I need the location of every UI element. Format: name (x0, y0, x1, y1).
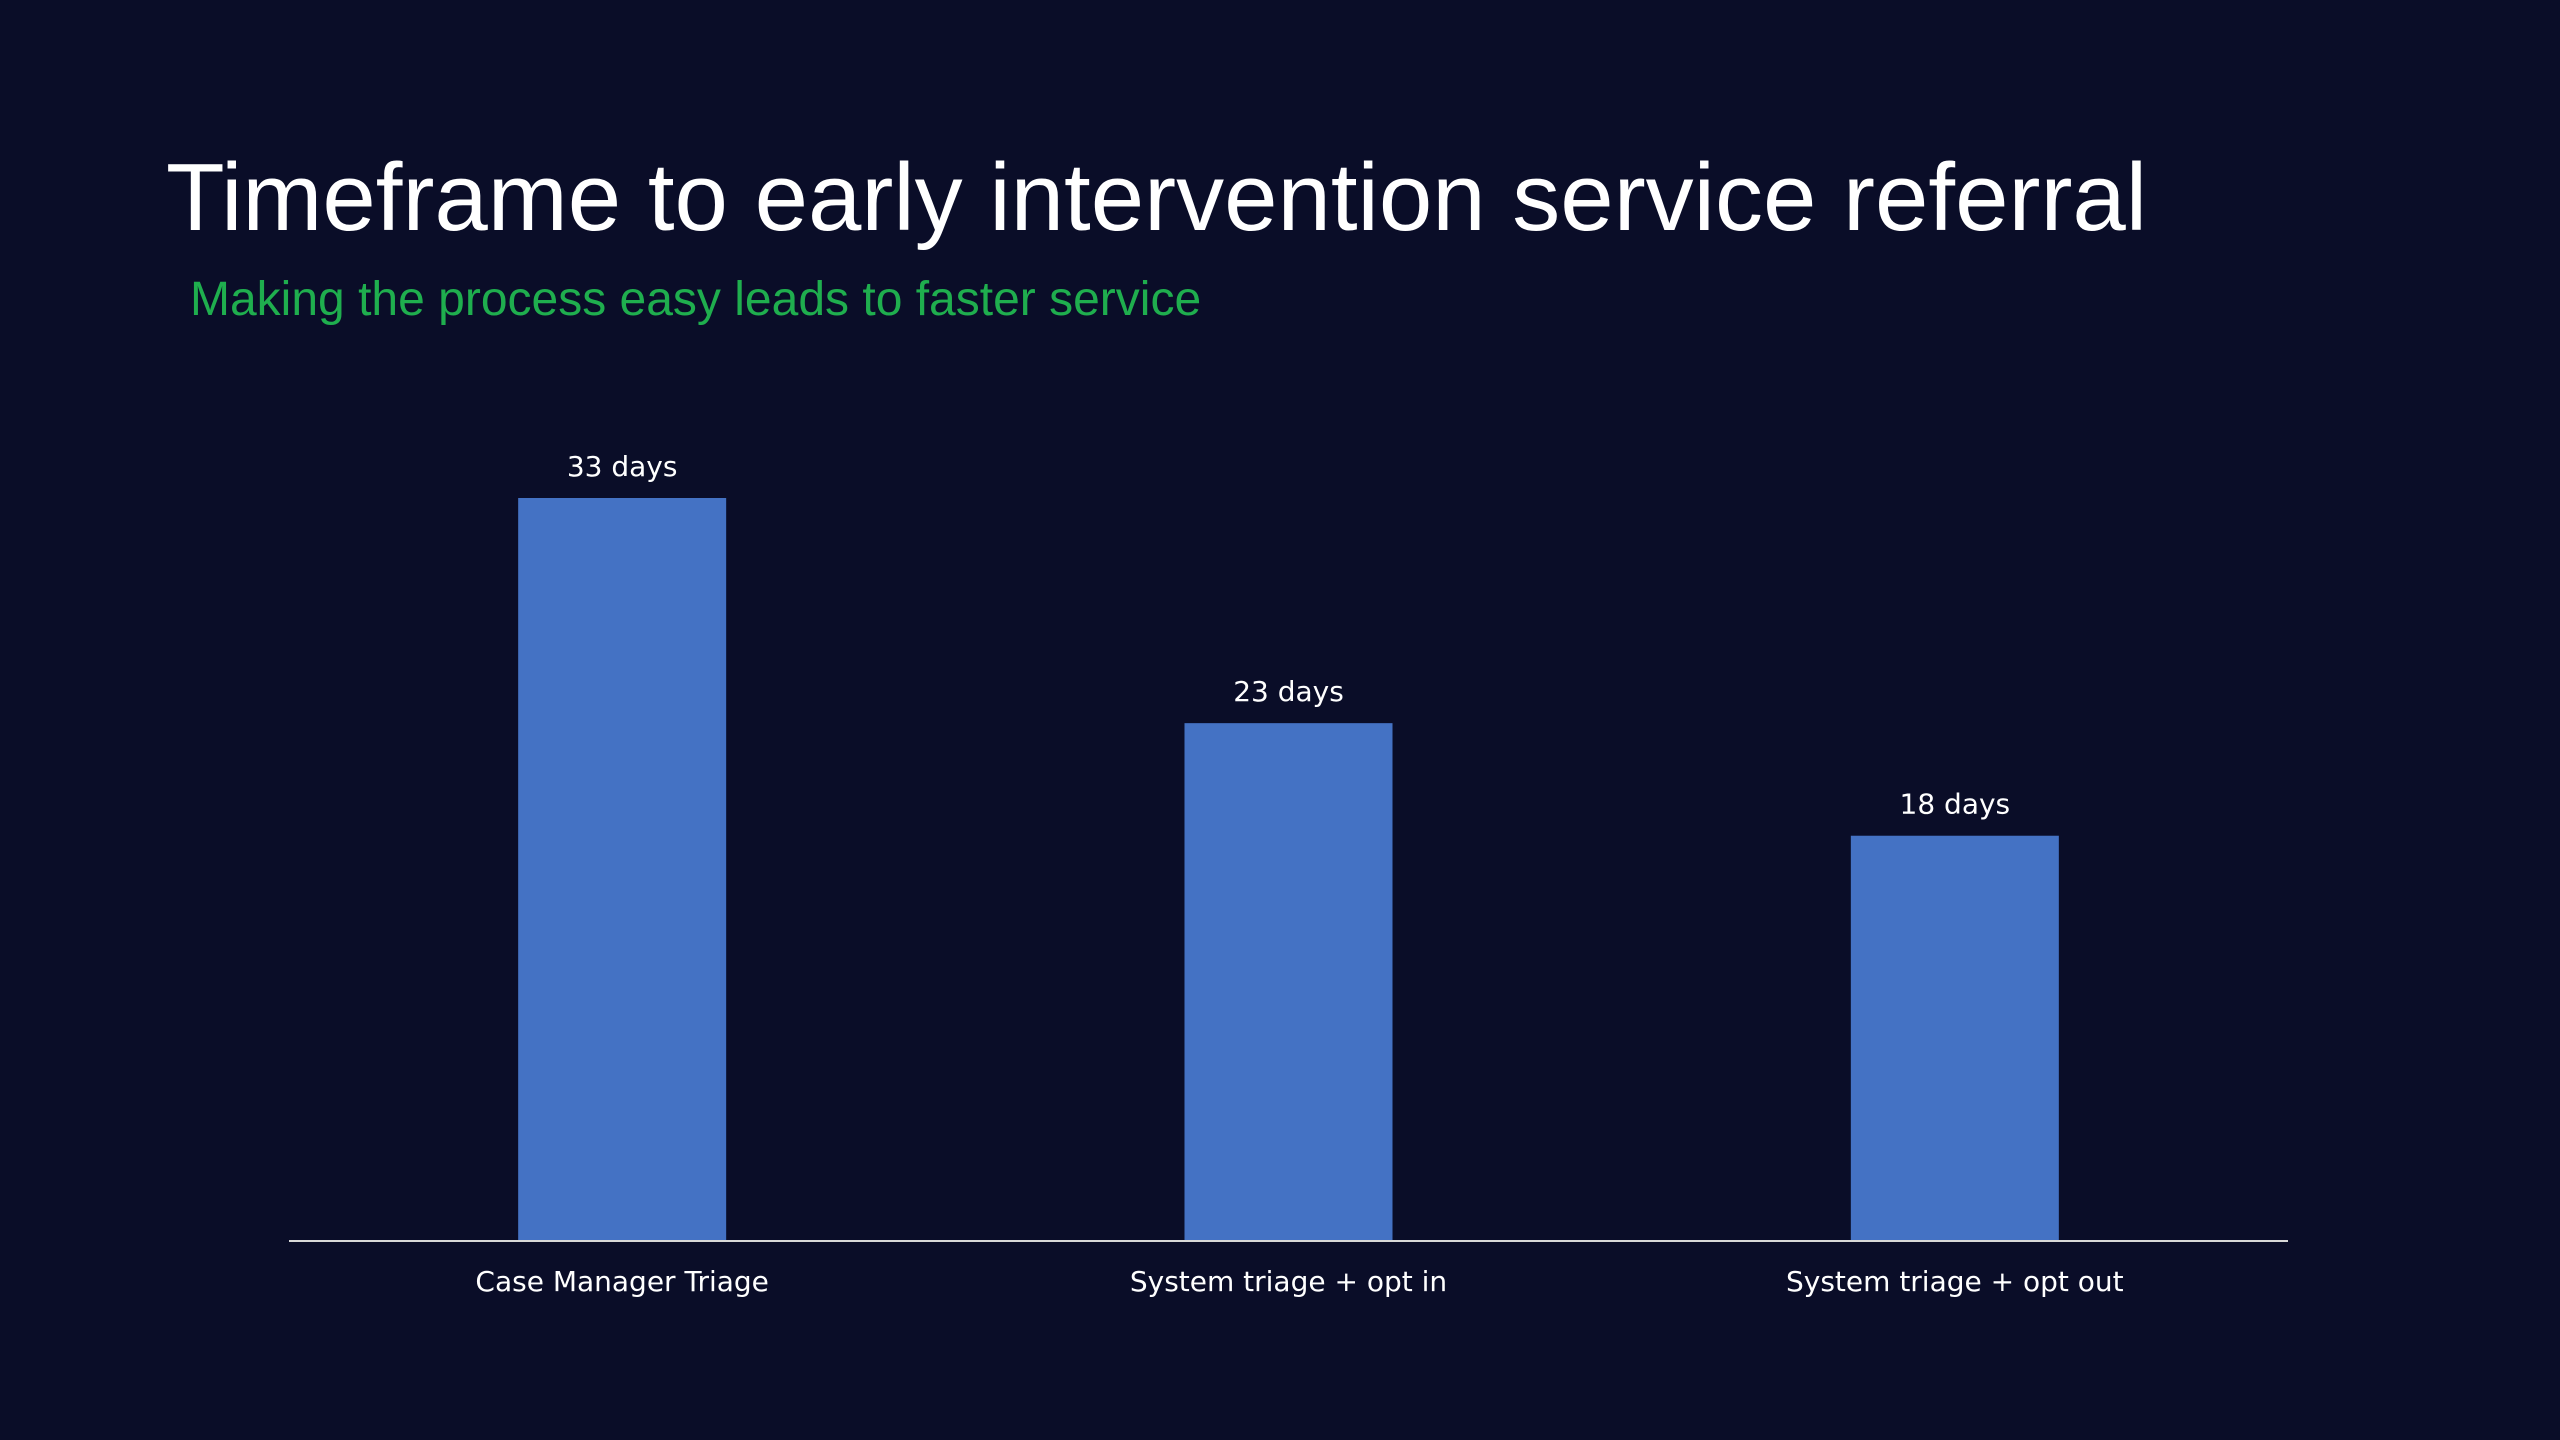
data-label-1: 33 days (567, 450, 678, 483)
slide-subtitle: Making the process easy leads to faster … (190, 273, 1202, 326)
category-label-1: Case Manager Triage (475, 1265, 769, 1298)
data-label-2: 23 days (1233, 675, 1344, 708)
slide-title: Timeframe to early intervention service … (166, 144, 2148, 251)
bar-1 (518, 498, 727, 1241)
bar-3 (1850, 835, 2059, 1241)
data-label-3: 18 days (1900, 788, 2011, 821)
bar-2 (1184, 723, 1393, 1241)
category-label-2: System triage + opt in (1130, 1265, 1447, 1298)
category-label-3: System triage + opt out (1786, 1265, 2124, 1298)
